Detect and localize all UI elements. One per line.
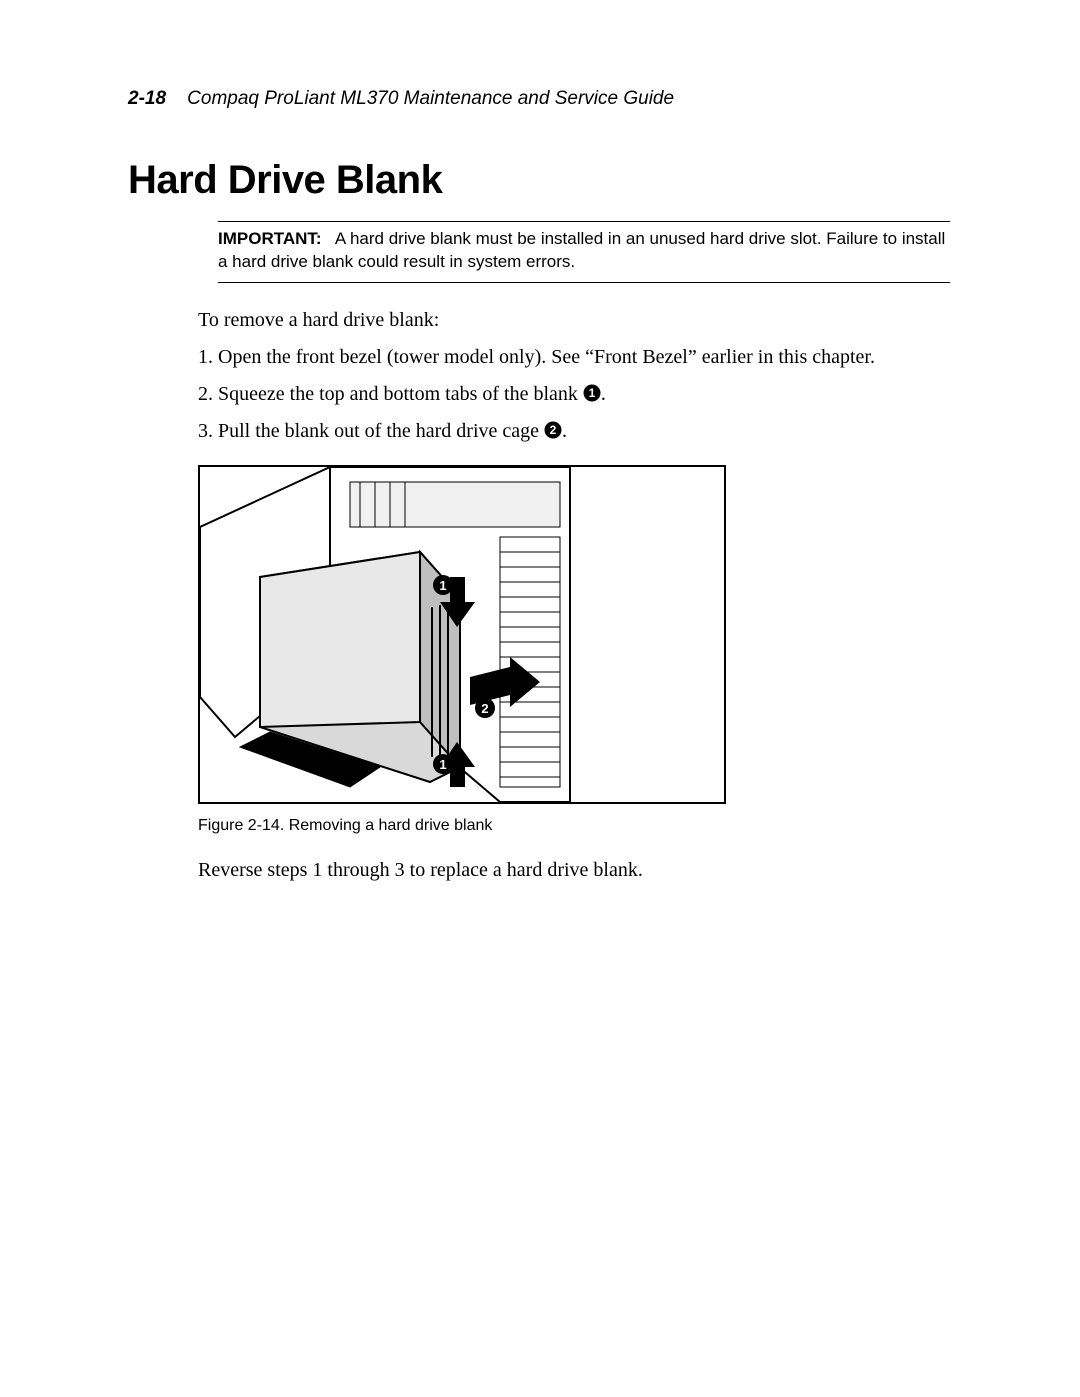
step-text: Squeeze the top and bottom tabs of the b… [218, 383, 583, 405]
step-3: 3. Pull the blank out of the hard drive … [198, 416, 950, 447]
figure-2-14: 1 2 1 [198, 465, 726, 804]
step-text: Open the front bezel (tower model only).… [218, 346, 875, 368]
callout-1-icon: 1 [583, 384, 601, 402]
note-label: IMPORTANT: [218, 229, 322, 248]
figure-illustration: 1 2 1 [200, 467, 724, 802]
step-1: 1. Open the front bezel (tower model onl… [198, 342, 950, 373]
callout-digit: 1 [589, 386, 596, 400]
fig-callout-bottom: 1 [439, 757, 446, 772]
step-num: 1. [198, 346, 213, 368]
step-text-after: . [562, 420, 567, 442]
step-list: 1. Open the front bezel (tower model onl… [198, 342, 950, 447]
fig-callout-middle: 2 [481, 701, 488, 716]
fig-callout-top: 1 [439, 578, 446, 593]
step-num: 2. [198, 383, 213, 405]
doc-title: Compaq ProLiant ML370 Maintenance and Se… [187, 88, 674, 109]
step-num: 3. [198, 420, 213, 442]
step-text: Pull the blank out of the hard drive cag… [218, 420, 544, 442]
body-text: To remove a hard drive blank: 1. Open th… [198, 305, 950, 886]
intro-line: To remove a hard drive blank: [198, 305, 950, 336]
callout-digit: 2 [550, 423, 557, 437]
figure-caption: Figure 2-14. Removing a hard drive blank [198, 814, 950, 839]
step-text-after: . [601, 383, 606, 405]
manual-page: 2-18 Compaq ProLiant ML370 Maintenance a… [0, 0, 1080, 1397]
section-heading: Hard Drive Blank [128, 158, 960, 203]
step-2: 2. Squeeze the top and bottom tabs of th… [198, 379, 950, 410]
running-header: 2-18 Compaq ProLiant ML370 Maintenance a… [128, 88, 960, 110]
important-note: IMPORTANT: A hard drive blank must be in… [218, 221, 950, 283]
closing-line: Reverse steps 1 through 3 to replace a h… [198, 855, 950, 886]
callout-2-icon: 2 [544, 421, 562, 439]
page-number: 2-18 [128, 88, 166, 109]
